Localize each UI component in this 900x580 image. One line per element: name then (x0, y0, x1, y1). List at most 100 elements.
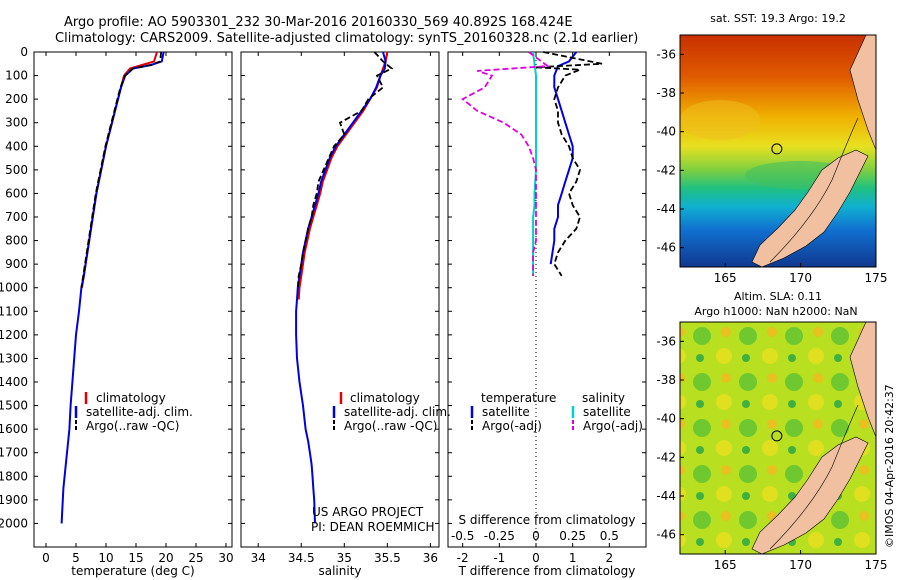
x-tick-label: 34.5 (288, 551, 315, 565)
figure-title-line2: Climatology: CARS2009. Satellite-adjuste… (55, 31, 638, 46)
difference-xlabel-top: S difference from climatology (459, 513, 636, 527)
sla-map (680, 322, 876, 554)
x-tick-label: 20 (158, 551, 173, 565)
depth-tick-label: 1200 (0, 328, 28, 342)
depth-tick-label: 600 (5, 186, 28, 200)
sst-map (680, 35, 876, 267)
x-tick-label: 35.5 (374, 551, 401, 565)
sla-map-ticks: 165 170 175 -36 -38 -40 -42 -44 -46 (656, 334, 887, 572)
series-line-satellite (532, 51, 537, 276)
temperature-legend: climatology satellite-adj. clim. Argo(..… (74, 391, 193, 433)
map-y-tick-label: -40 (656, 125, 676, 139)
map-y-tick-label: -36 (656, 334, 676, 348)
depth-tick-label: 1500 (0, 399, 28, 413)
depth-tick-label: 800 (5, 234, 28, 248)
map-y-tick-label: -36 (656, 47, 676, 61)
depth-tick-label: 1000 (0, 281, 28, 295)
credit-project: US ARGO PROJECT (312, 505, 424, 519)
depth-tick-label: 1700 (0, 446, 28, 460)
legend-climatology: climatology (350, 391, 420, 405)
depth-tick-label: 100 (5, 69, 28, 83)
map-y-tick-label: -40 (656, 412, 676, 426)
series-line-argo-raw-qc (296, 51, 394, 288)
legend-climatology: climatology (96, 391, 166, 405)
depth-tick-label: 700 (5, 210, 28, 224)
imos-stamp: ©IMOS 04-Apr-2016 20:42:37 (883, 384, 896, 548)
map-x-tick-label: 170 (789, 271, 812, 285)
difference-panel-frame (447, 51, 647, 548)
depth-tick-label: 1400 (0, 375, 28, 389)
depth-tick-label: 900 (5, 257, 28, 271)
series-line-satellite-adj-clim (60, 51, 165, 524)
figure-title-line1: Argo profile: AO 5903301_232 30-Mar-2016… (64, 15, 573, 30)
x-tick-label: 0 (42, 551, 50, 565)
difference-legend-temperature: temperature satellite Argo(-adj) (470, 391, 556, 433)
x-tick-label: -2 (457, 551, 469, 565)
series-line-satellite (549, 51, 578, 265)
x-top-tick-label: -0.25 (484, 529, 515, 543)
sst-map-title: sat. SST: 19.3 Argo: 19.2 (710, 12, 846, 25)
depth-tick-label: 1800 (0, 469, 28, 483)
temperature-axis-ticks: 0100200300400500600700800900100011001200… (0, 45, 234, 565)
salinity-series (295, 51, 394, 524)
argo-float-marker (771, 430, 783, 442)
map-x-tick-label: 175 (865, 271, 888, 285)
sla-map-title: Altim. SLA: 0.11 (734, 290, 822, 303)
x-tick-label: 5 (72, 551, 80, 565)
legend-argo: Argo(..raw -QC) (344, 419, 437, 433)
legend-satellite-adj: satellite-adj. clim. (86, 405, 193, 419)
map-y-tick-label: -46 (656, 241, 676, 255)
salinity-panel-frame (240, 51, 440, 548)
difference-series (461, 51, 603, 277)
x-tick-label: 15 (128, 551, 143, 565)
depth-tick-label: 1600 (0, 422, 28, 436)
series-line-argo-adj (535, 51, 603, 277)
map-y-tick-label: -46 (656, 528, 676, 542)
x-tick-label: 0 (532, 551, 540, 565)
series-line-climatology (81, 51, 158, 288)
legend-salinity-satellite: satellite (583, 405, 631, 419)
legend-argo: Argo(..raw -QC) (86, 419, 179, 433)
series-line-climatology (297, 51, 389, 300)
legend-satellite-adj: satellite-adj. clim. (344, 405, 451, 419)
series-line-argo-raw-qc (80, 51, 163, 288)
sst-map-frame (679, 34, 877, 268)
depth-tick-label: 200 (5, 92, 28, 106)
x-top-tick-label: 0.25 (559, 529, 586, 543)
difference-xlabel: T difference from climatology (458, 564, 636, 578)
map-y-tick-label: -44 (656, 489, 676, 503)
legend-salinity-argo: Argo(-adj) (583, 419, 643, 433)
map-x-tick-label: 165 (714, 558, 737, 572)
salinity-legend: climatology satellite-adj. clim. Argo(..… (332, 391, 451, 433)
depth-tick-label: 1300 (0, 351, 28, 365)
depth-tick-label: 500 (5, 163, 28, 177)
depth-tick-label: 300 (5, 116, 28, 130)
x-tick-label: 10 (98, 551, 113, 565)
legend-salinity-title: salinity (582, 391, 625, 405)
x-tick-label: 30 (218, 551, 233, 565)
sla-map-frame (679, 321, 877, 555)
sst-map-ticks: 165 170 175 -36 -38 -40 -42 -44 -46 (656, 47, 887, 285)
depth-tick-label: 400 (5, 139, 28, 153)
x-tick-label: 25 (188, 551, 203, 565)
map-y-tick-label: -42 (656, 450, 676, 464)
depth-tick-label: 1900 (0, 493, 28, 507)
map-x-tick-label: 170 (789, 558, 812, 572)
x-tick-label: -1 (493, 551, 505, 565)
temperature-xlabel: temperature (deg C) (71, 564, 194, 578)
map-x-tick-label: 175 (865, 558, 888, 572)
salinity-axis-ticks: 34 34.5 35 35.5 36 (241, 51, 439, 565)
x-tick-label: 34 (251, 551, 266, 565)
argo-float-marker (771, 143, 783, 155)
credit-pi: PI: DEAN ROEMMICH (311, 520, 434, 534)
legend-temperature-argo: Argo(-adj) (482, 419, 542, 433)
x-top-tick-label: 0.5 (600, 529, 619, 543)
x-tick-label: 35 (337, 551, 352, 565)
map-y-tick-label: -38 (656, 86, 676, 100)
map-y-tick-label: -38 (656, 373, 676, 387)
salinity-xlabel: salinity (318, 564, 361, 578)
map-y-tick-label: -44 (656, 202, 676, 216)
temperature-panel-frame (33, 51, 233, 548)
